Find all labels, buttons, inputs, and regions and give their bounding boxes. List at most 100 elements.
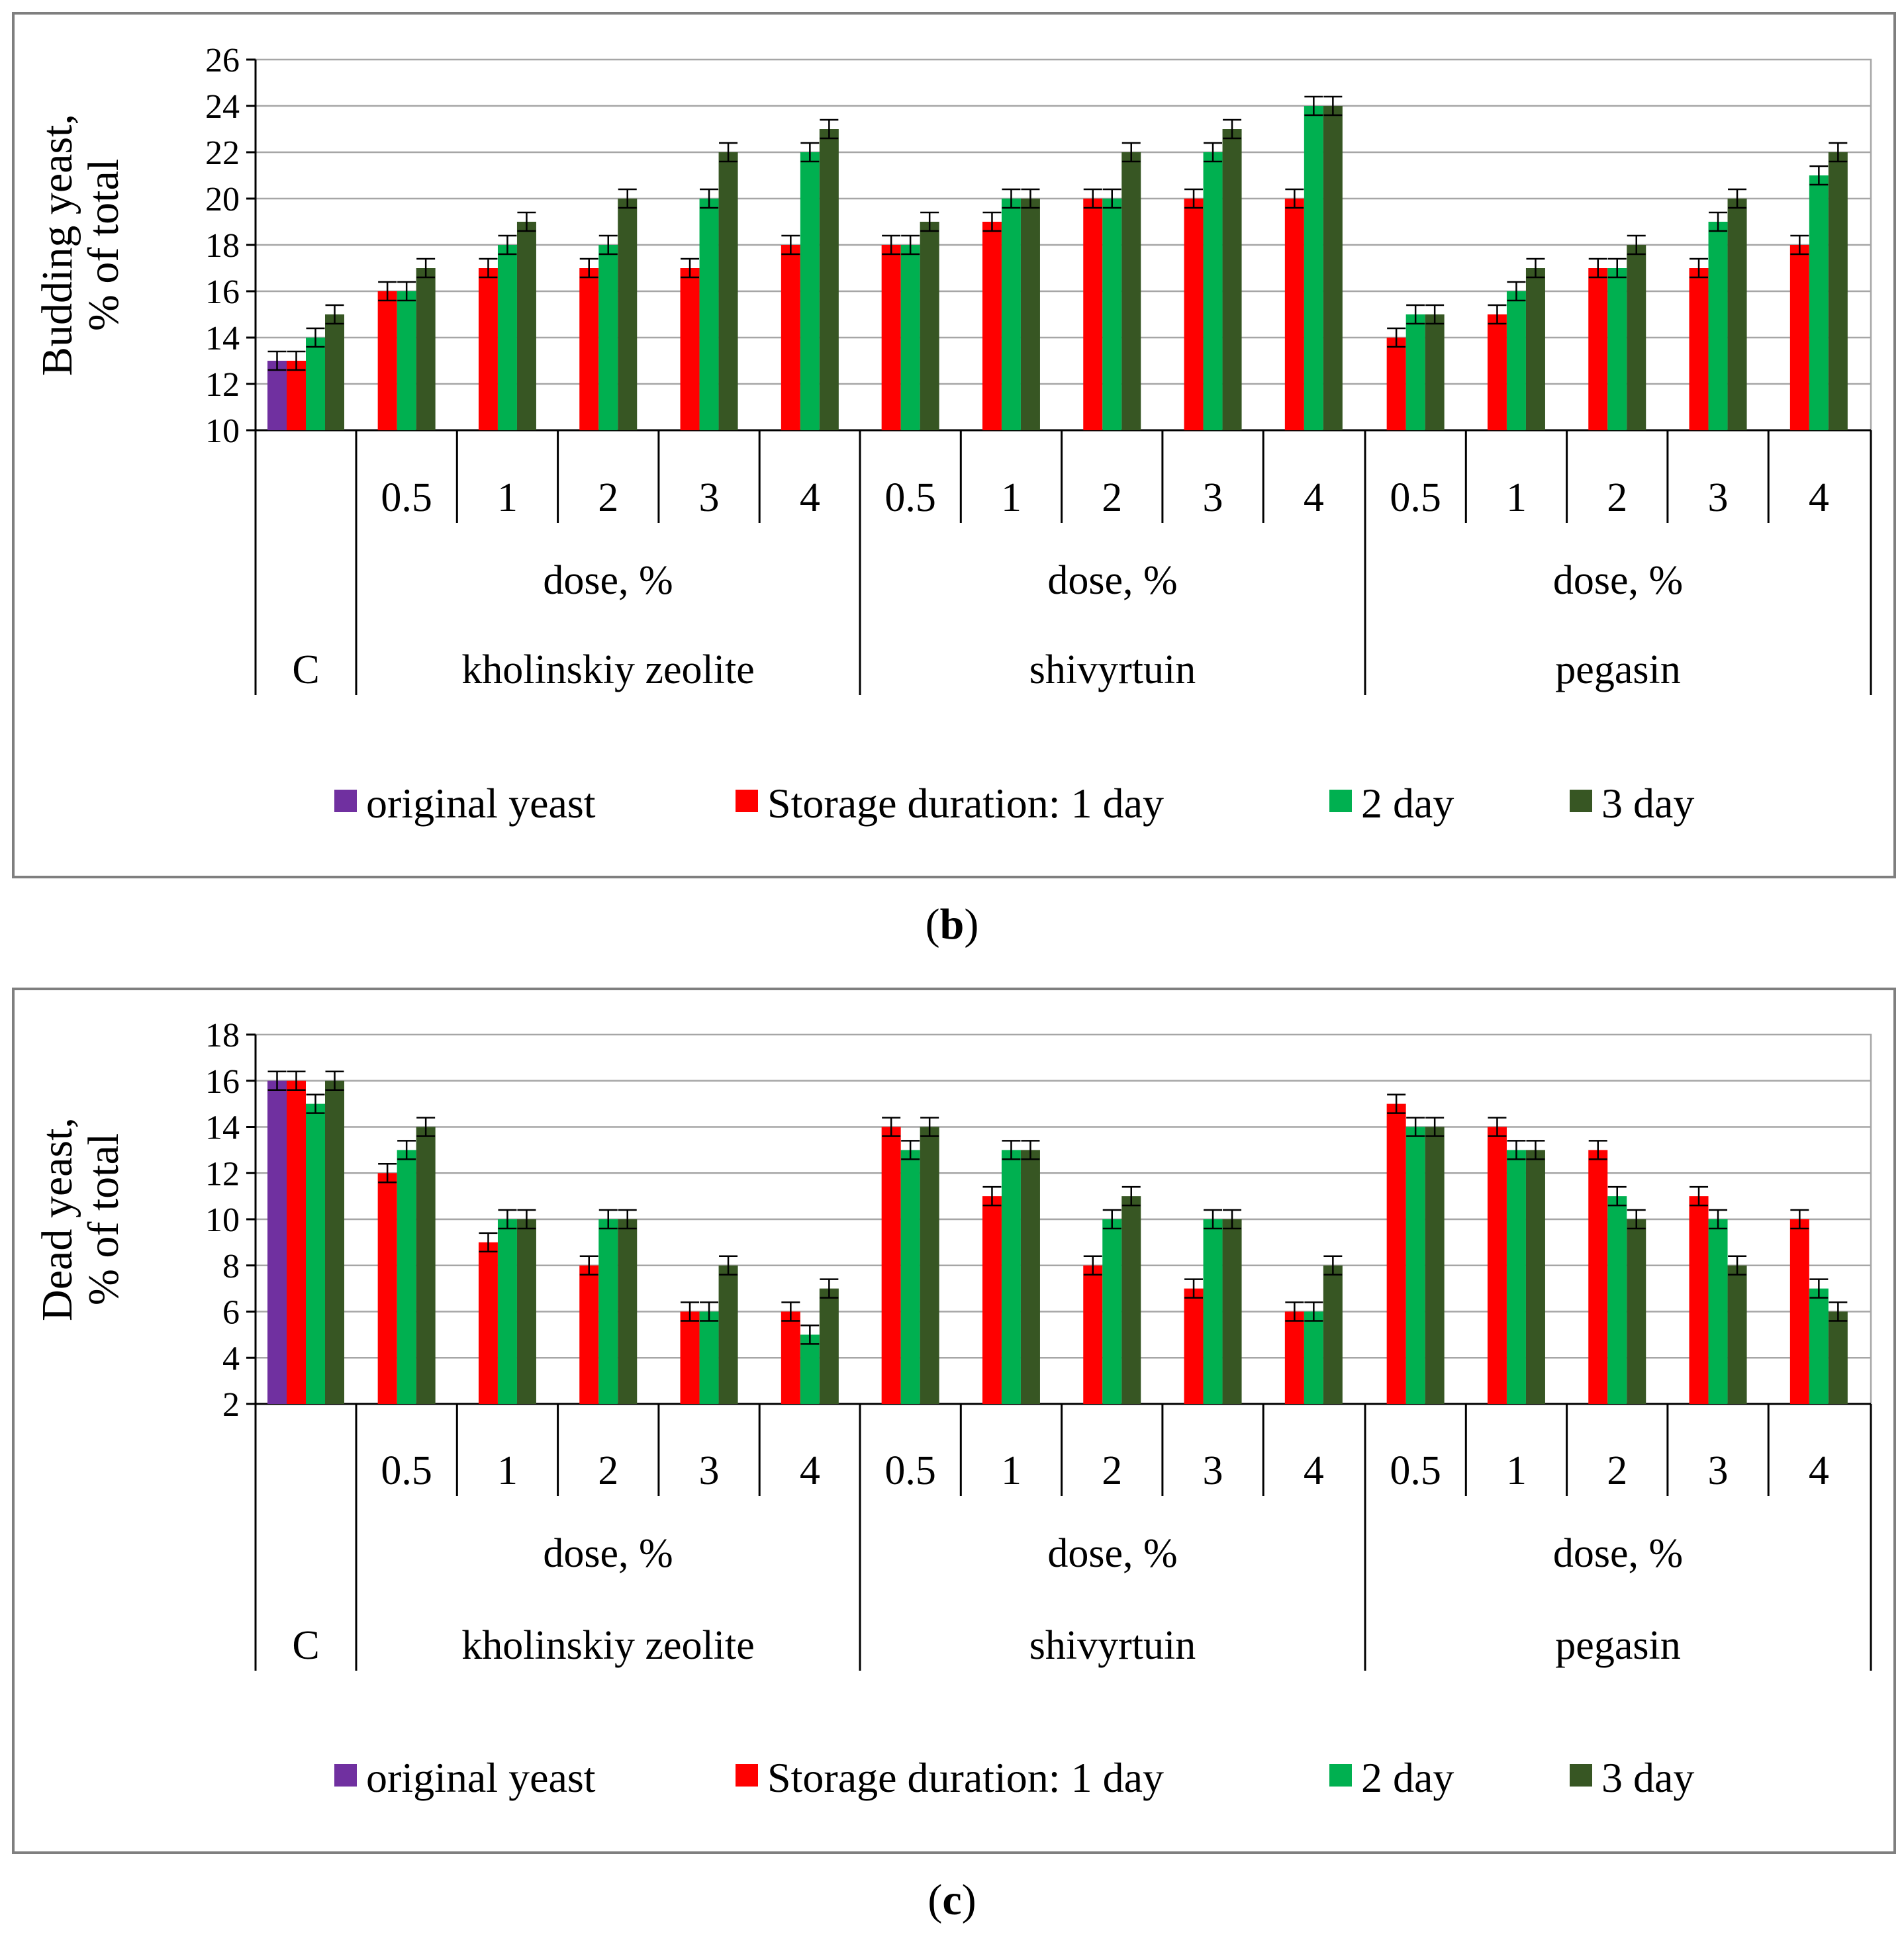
bar-day1 xyxy=(680,1311,700,1404)
legend-label-day2: 2 day xyxy=(1361,780,1454,827)
y-tick-label: 10 xyxy=(205,412,240,450)
y-tick-label: 14 xyxy=(205,1109,240,1147)
bar-day1 xyxy=(1083,1265,1103,1404)
bar-day1 xyxy=(881,1127,901,1404)
y-axis-label-line2: % of total xyxy=(79,1133,128,1305)
bar-day1 xyxy=(1588,268,1608,430)
dose-tick-label: 2 xyxy=(598,1448,618,1493)
legend-swatch-original xyxy=(334,790,357,812)
dose-axis-label: dose, % xyxy=(1047,1531,1177,1576)
dose-tick-label: 1 xyxy=(497,1448,518,1493)
bar-day2 xyxy=(800,1334,820,1404)
y-tick-label: 6 xyxy=(222,1294,240,1332)
bar-day2 xyxy=(699,199,719,430)
dose-axis-label: dose, % xyxy=(1553,1531,1683,1576)
dose-tick-label: 1 xyxy=(497,475,518,520)
y-tick-label: 16 xyxy=(205,1063,240,1101)
bar-day3 xyxy=(1525,268,1545,430)
bar-control-day2 xyxy=(306,338,325,430)
group-label: kholinskiy zeolite xyxy=(461,1623,755,1668)
bar-day1 xyxy=(377,1173,397,1404)
legend-label-day3: 3 day xyxy=(1601,1754,1694,1801)
bar-day1 xyxy=(1184,199,1204,430)
bar-day2 xyxy=(1102,1219,1122,1404)
bar-day3 xyxy=(819,129,839,430)
bar-day3 xyxy=(1727,199,1747,430)
bar-day2 xyxy=(1001,199,1021,430)
dose-tick-label: 0.5 xyxy=(1390,475,1441,520)
bar-day2 xyxy=(1607,1196,1627,1404)
bar-day1 xyxy=(1284,1311,1304,1404)
y-tick-label: 10 xyxy=(205,1201,240,1239)
bar-day2 xyxy=(1506,291,1526,430)
bar-day2 xyxy=(1203,1219,1223,1404)
chart-frame xyxy=(12,988,1896,1854)
bar-day2 xyxy=(1102,199,1122,430)
bar-day3 xyxy=(1828,1311,1848,1404)
dose-tick-label: 4 xyxy=(1809,475,1829,520)
bar-day2 xyxy=(1203,152,1223,430)
bar-day3 xyxy=(920,222,939,430)
bar-day3 xyxy=(1425,314,1445,430)
bar-day1 xyxy=(982,222,1002,430)
dose-tick-label: 2 xyxy=(1607,1448,1627,1493)
dose-tick-label: 1 xyxy=(1506,475,1527,520)
bar-day1 xyxy=(881,245,901,430)
bar-day3 xyxy=(1222,129,1242,430)
bar-day3 xyxy=(1121,152,1141,430)
bar-day1 xyxy=(478,268,498,430)
bar-day2 xyxy=(1809,175,1829,430)
bar-control-day3 xyxy=(325,1080,344,1404)
dose-tick-label: 3 xyxy=(1708,1448,1729,1493)
dose-tick-label: 0.5 xyxy=(884,1448,936,1493)
bar-day1 xyxy=(1588,1150,1608,1404)
bar-day3 xyxy=(1323,1265,1343,1404)
bar-day3 xyxy=(1727,1265,1747,1404)
bar-day3 xyxy=(516,1219,536,1404)
y-axis-label: Budding yeast,% of total xyxy=(33,114,128,376)
legend-swatch-day3 xyxy=(1570,1764,1592,1787)
bar-day1 xyxy=(781,245,800,430)
category-label-control: C xyxy=(292,1623,319,1668)
bar-day3 xyxy=(1020,1150,1040,1404)
dose-tick-label: 0.5 xyxy=(381,1448,432,1493)
bar-day1 xyxy=(1487,1127,1507,1404)
bar-day2 xyxy=(1405,314,1425,430)
bar-day2 xyxy=(397,291,416,430)
dose-tick-label: 4 xyxy=(1304,475,1324,520)
panel-label-open: ( xyxy=(928,1876,942,1924)
bar-day3 xyxy=(1121,1196,1141,1404)
legend-label-original: original yeast xyxy=(366,1754,596,1801)
panel-label-letter: c xyxy=(942,1876,961,1924)
group-label: shivyrtuin xyxy=(1029,647,1196,692)
dose-tick-label: 2 xyxy=(1102,1448,1122,1493)
group-label: kholinskiy zeolite xyxy=(461,647,755,692)
dose-axis-label: dose, % xyxy=(543,1531,673,1576)
dose-tick-label: 0.5 xyxy=(884,475,936,520)
dose-tick-label: 4 xyxy=(1304,1448,1324,1493)
dose-tick-label: 3 xyxy=(1203,1448,1223,1493)
dose-tick-label: 4 xyxy=(800,1448,820,1493)
bar-day3 xyxy=(416,1127,436,1404)
bar-day2 xyxy=(1708,222,1728,430)
bar-day1 xyxy=(1083,199,1103,430)
legend-label-original: original yeast xyxy=(366,780,596,827)
panel-label: (c) xyxy=(928,1876,976,1924)
bar-control-day3 xyxy=(325,314,344,430)
bar-day3 xyxy=(819,1288,839,1404)
bar-control-original xyxy=(267,1080,287,1404)
y-tick-label: 12 xyxy=(205,366,240,404)
y-axis-label-line2: % of total xyxy=(79,159,128,331)
bar-day2 xyxy=(1001,1150,1021,1404)
panel-label-letter: b xyxy=(940,900,965,949)
dose-tick-label: 2 xyxy=(1102,475,1122,520)
y-tick-label: 18 xyxy=(205,227,240,265)
bar-day3 xyxy=(618,199,638,430)
bar-day3 xyxy=(1020,199,1040,430)
dose-axis-label: dose, % xyxy=(1553,558,1683,603)
y-tick-label: 12 xyxy=(205,1155,240,1193)
y-tick-label: 14 xyxy=(205,320,240,357)
